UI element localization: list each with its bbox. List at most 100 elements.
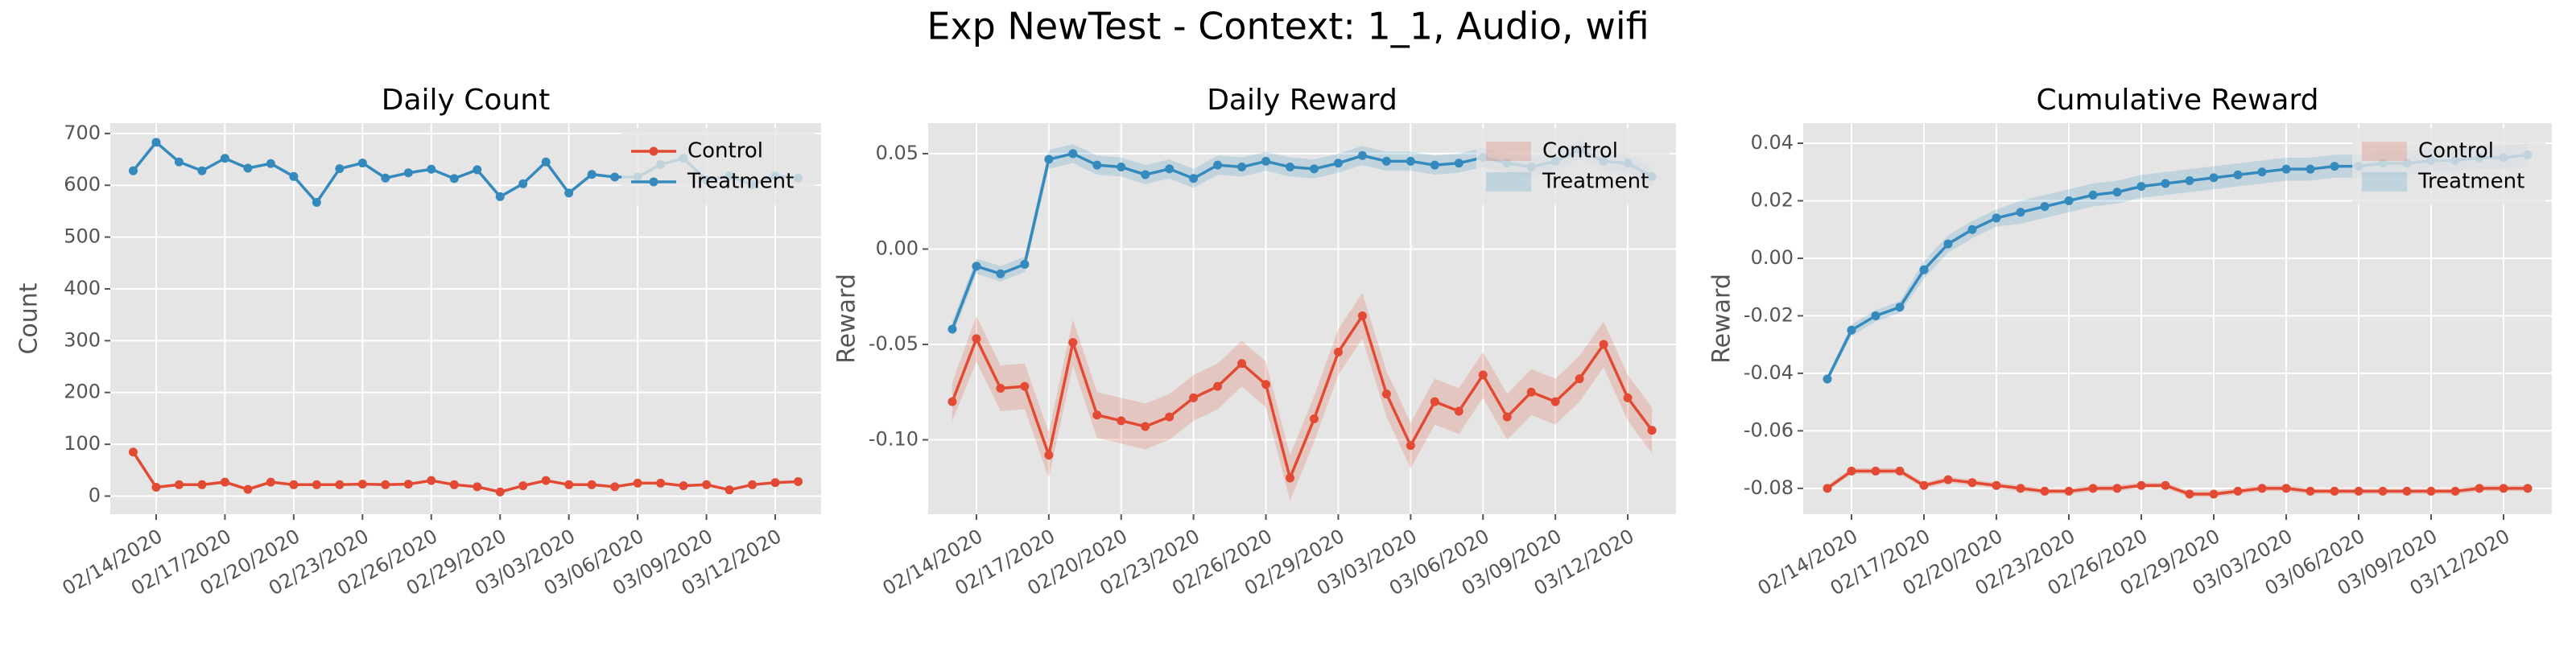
point	[1847, 466, 1856, 476]
point	[1919, 480, 1929, 490]
point	[2426, 486, 2436, 496]
point	[1895, 303, 1905, 312]
point	[1213, 160, 1223, 170]
point	[1068, 338, 1078, 348]
point	[518, 179, 528, 188]
point	[1919, 265, 1929, 274]
y-tick-label: -0.02	[1744, 303, 1794, 326]
point	[266, 159, 275, 168]
point	[1381, 156, 1391, 166]
legend-label: Control	[687, 139, 763, 163]
point	[2161, 179, 2170, 188]
point	[633, 478, 642, 488]
point	[2257, 484, 2267, 493]
point	[335, 164, 345, 174]
y-tick-label: -0.04	[1744, 361, 1794, 384]
point	[2402, 486, 2412, 496]
point	[1992, 213, 2001, 223]
point	[1237, 359, 1247, 369]
point	[2475, 484, 2484, 493]
point	[1117, 416, 1126, 426]
y-tick-label: 0	[89, 484, 101, 506]
point	[1165, 164, 1174, 174]
point	[996, 384, 1005, 394]
point	[2330, 486, 2339, 496]
point	[1189, 174, 1199, 183]
point	[151, 483, 161, 492]
point	[357, 159, 367, 168]
y-axis-label: Reward	[833, 274, 861, 364]
point	[2281, 484, 2291, 493]
legend-swatch	[1486, 172, 1531, 192]
point	[243, 163, 253, 173]
point	[174, 480, 184, 489]
legend-box	[621, 128, 815, 205]
legend-label: Treatment	[1542, 170, 1649, 194]
point	[610, 482, 620, 492]
point	[2233, 170, 2243, 179]
y-tick-label: 500	[64, 225, 101, 248]
point	[2281, 164, 2291, 174]
point	[197, 480, 207, 489]
point	[587, 480, 597, 489]
point	[289, 171, 299, 181]
point	[312, 480, 321, 489]
point	[2040, 486, 2050, 496]
subplot-title: Daily Reward	[1207, 84, 1397, 117]
point	[1847, 325, 1856, 335]
point	[403, 480, 413, 489]
point	[2088, 190, 2098, 200]
point	[427, 476, 436, 485]
legend-label: Control	[1542, 139, 1618, 163]
point	[335, 480, 345, 489]
point	[2523, 484, 2533, 493]
point	[289, 480, 299, 489]
point	[1068, 149, 1078, 159]
point	[1992, 480, 2001, 490]
point	[972, 334, 981, 344]
point	[1871, 466, 1880, 476]
point	[1286, 163, 1295, 172]
point	[1286, 473, 1295, 483]
point	[2088, 484, 2098, 493]
point	[2064, 196, 2074, 205]
point	[2112, 188, 2122, 197]
point	[2233, 486, 2243, 496]
legend-box	[2352, 128, 2545, 205]
point	[220, 154, 229, 163]
point	[495, 192, 505, 201]
point	[2209, 489, 2219, 499]
point	[1967, 478, 1977, 488]
point	[518, 481, 528, 491]
legend-marker	[649, 146, 658, 156]
point	[1967, 225, 1977, 234]
point	[174, 157, 184, 167]
point	[2064, 486, 2074, 496]
y-tick-label: 200	[64, 381, 101, 403]
point	[1165, 412, 1174, 422]
point	[1020, 259, 1030, 269]
point	[449, 480, 459, 489]
y-tick-label: 0.00	[1751, 246, 1794, 269]
point	[243, 484, 253, 494]
point	[541, 476, 551, 485]
point	[2016, 484, 2025, 493]
point	[1381, 389, 1391, 399]
point	[1213, 381, 1223, 391]
point	[495, 487, 505, 497]
point	[381, 173, 390, 183]
y-tick-label: 0.00	[876, 237, 919, 259]
y-tick-label: -0.06	[1744, 418, 1794, 441]
point	[2306, 164, 2315, 174]
point	[1189, 393, 1199, 402]
point	[1333, 347, 1343, 356]
confidence-band	[1827, 468, 2528, 497]
point	[1599, 340, 1608, 349]
point	[2016, 208, 2025, 217]
y-axis-label: Reward	[1708, 274, 1736, 364]
point	[1357, 311, 1367, 320]
point	[656, 478, 666, 488]
point	[947, 397, 957, 406]
point	[1406, 441, 1415, 451]
